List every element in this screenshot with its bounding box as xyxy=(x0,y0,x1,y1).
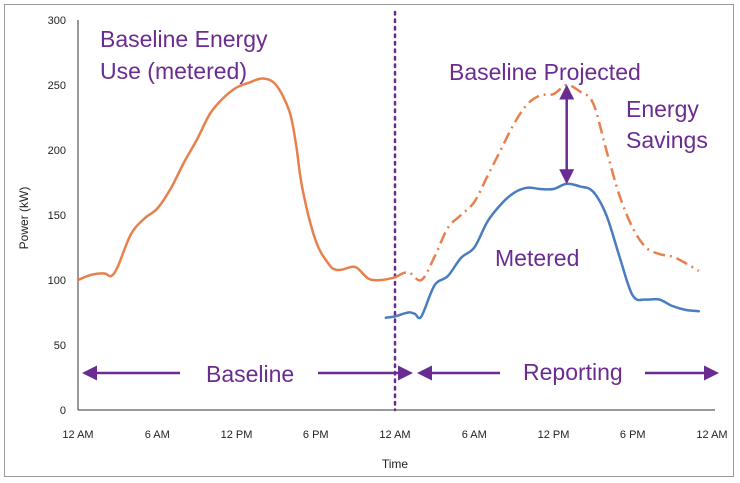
x-tick-label: 6 PM xyxy=(620,429,646,441)
metered-series-line xyxy=(384,182,701,320)
y-tick-group: 0 50 100 150 200 250 300 xyxy=(48,15,66,417)
baseline-energy-label-line2: Use (metered) xyxy=(100,58,247,84)
y-tick-label: 0 xyxy=(60,405,66,417)
baseline-projected-label: Baseline Projected xyxy=(449,59,641,85)
x-tick-label: 6 PM xyxy=(303,429,329,441)
x-tick-label: 12 PM xyxy=(221,429,253,441)
energy-savings-label-line1: Energy xyxy=(626,96,699,122)
x-tick-label: 12 PM xyxy=(538,429,570,441)
baseline-energy-series-line xyxy=(76,77,397,282)
energy-savings-label-line2: Savings xyxy=(626,127,708,153)
x-tick-label: 6 AM xyxy=(462,429,487,441)
y-tick-label: 100 xyxy=(48,275,66,287)
y-tick-label: 50 xyxy=(54,340,66,352)
chart-frame xyxy=(4,4,734,477)
x-tick-label: 12 AM xyxy=(696,429,727,441)
x-tick-label: 12 AM xyxy=(379,429,410,441)
baseline-period-label: Baseline xyxy=(206,361,294,387)
y-axis-title: Power (kW) xyxy=(17,187,31,250)
reporting-period-label: Reporting xyxy=(523,359,623,385)
x-tick-label: 12 AM xyxy=(62,429,93,441)
metered-label: Metered xyxy=(495,245,579,271)
x-tick-label: 6 AM xyxy=(145,429,170,441)
y-tick-label: 150 xyxy=(48,210,66,222)
baseline-energy-label-line1: Baseline Energy xyxy=(100,26,268,52)
y-tick-label: 250 xyxy=(48,80,66,92)
y-tick-label: 200 xyxy=(48,145,66,157)
y-tick-label: 300 xyxy=(48,15,66,27)
x-axis-title: Time xyxy=(382,457,409,471)
x-tick-group: 12 AM 6 AM 12 PM 6 PM 12 AM 6 AM 12 PM 6 PM 12 A… xyxy=(62,429,727,441)
